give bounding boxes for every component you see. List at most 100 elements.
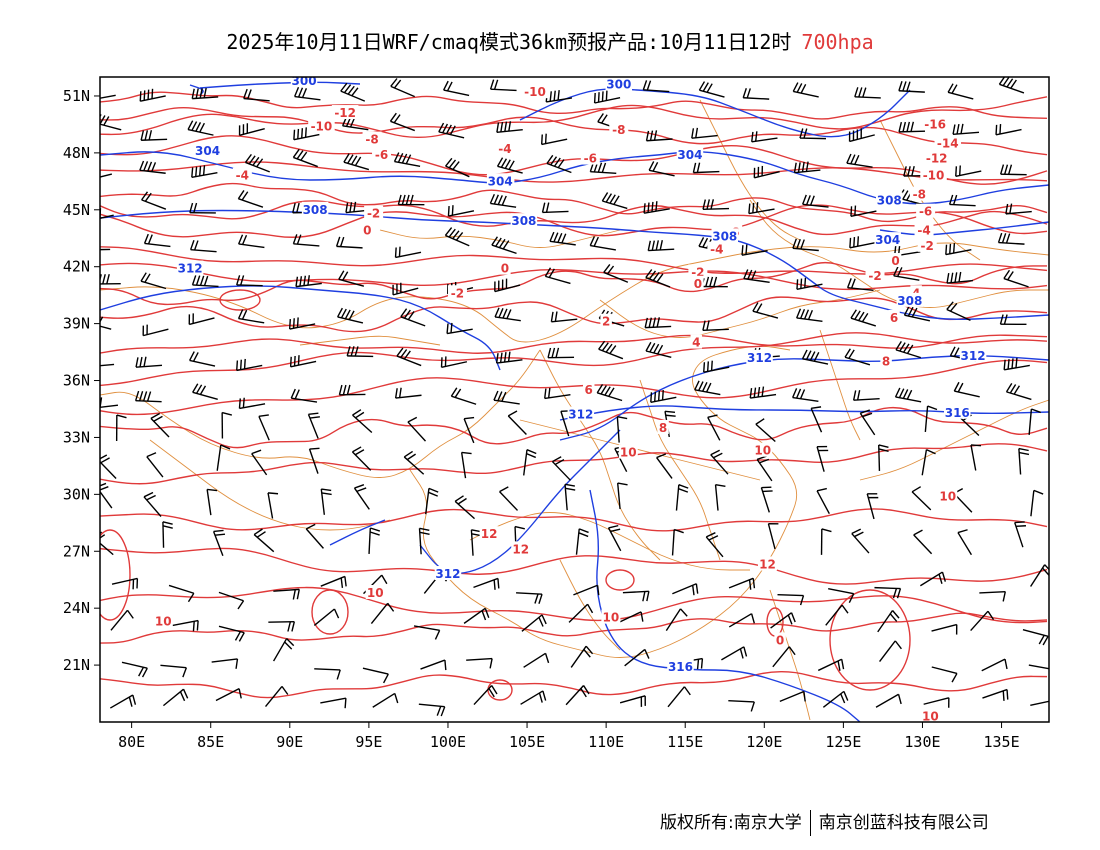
border-line [100,242,1049,343]
temperature-isotherm [100,135,1048,185]
wind-barb [898,121,926,133]
wind-barb [645,341,672,358]
height-label: 316 [668,660,693,674]
temperature-label: -2 [921,239,934,253]
temperature-label: -12 [926,152,948,166]
temperature-label-bg [865,268,885,283]
plot-frame [99,76,1050,723]
wind-barb [143,233,171,248]
wind-barb [440,356,468,368]
wind-barb [520,690,547,705]
wind-barb [894,387,922,403]
wind-barb [221,411,233,439]
wind-barb [714,483,726,511]
wind-barb [188,313,215,326]
wind-barb [589,161,617,175]
wind-barb [396,347,422,367]
temperature-label-bg [601,609,621,624]
wind-barb [294,86,321,101]
geopotential-height-contour [879,221,1049,236]
wind-barb [816,487,830,515]
temperature-label-bg [916,203,936,218]
wind-barb [236,275,263,287]
border-line [819,329,861,441]
wind-barb [338,270,365,287]
temperature-isotherm [100,334,1048,354]
wind-barb [340,82,366,102]
wind-barb [237,309,265,324]
wind-barb [1005,383,1032,401]
temperature-label-bg [757,556,777,571]
height-label-bg [959,347,987,362]
wind-barb [100,454,117,480]
wind-barb [463,607,490,624]
temperature-label-bg [362,131,382,146]
temperature-label: 12 [512,542,529,556]
wind-barb [390,78,415,98]
temperature-label: 10 [603,611,620,625]
wind-barb [353,484,370,510]
temperature-label: 6 [585,383,593,397]
lat-label: 33N [63,428,90,446]
wind-barb [792,388,819,402]
wind-barb [810,406,823,433]
wind-barb [142,324,169,337]
temperature-label-bg [232,167,252,182]
wind-barb [844,348,871,366]
wind-barb [290,388,318,403]
wind-barb [168,584,195,603]
wind-barb [420,659,447,671]
wind-barb [702,320,729,332]
wind-barb [1003,357,1030,371]
temperature-label-bg [521,84,549,99]
wind-barb [139,160,166,174]
temperature-label-bg [600,313,612,328]
height-label: 304 [875,233,900,247]
wind-barb [947,83,974,100]
wind-barb [767,523,779,550]
height-label-bg [434,566,462,581]
wind-barb [351,446,372,471]
height-label-bg [194,142,221,157]
wind-barb [799,128,826,140]
temperature-label: -4 [710,243,723,257]
wind-barb [656,453,673,479]
wind-barb [979,590,1006,602]
wind-barb [162,688,189,707]
wind-barb [292,234,320,247]
height-label: 304 [195,144,220,158]
wind-barb [622,590,650,602]
wind-barb [403,450,425,475]
wind-barb [741,244,768,256]
height-label-bg [486,173,514,188]
wind-barb [728,613,755,628]
wind-barb [264,685,289,707]
temperature-label: -4 [236,169,249,183]
wind-barb [341,116,369,131]
temperature-isotherm [100,443,1048,485]
temperature-label-bg [479,526,499,541]
temperature-label: -6 [584,152,597,166]
height-label: 304 [677,148,702,162]
wind-barb [564,483,576,511]
temperature-isotherm [100,262,1048,291]
wind-barb [802,194,829,208]
lon-label: 85E [197,733,224,751]
temperature-closed-contour [219,289,261,311]
temperature-label: 10 [939,489,956,503]
wind-barb [850,309,877,327]
wind-barb [189,202,216,214]
wind-barb [140,272,167,290]
temperature-label: 10 [620,446,637,460]
wind-barb [874,586,902,599]
wind-barb [923,697,950,708]
lat-label: 39N [63,315,90,333]
temperature-label: 10 [922,709,939,723]
wind-barb [446,322,473,335]
wind-barb [352,409,373,434]
wind-barb [206,488,218,516]
temperature-isotherm [100,508,1048,532]
wind-barb [970,444,982,471]
wind-barb [368,527,381,555]
footer-divider [809,810,811,836]
